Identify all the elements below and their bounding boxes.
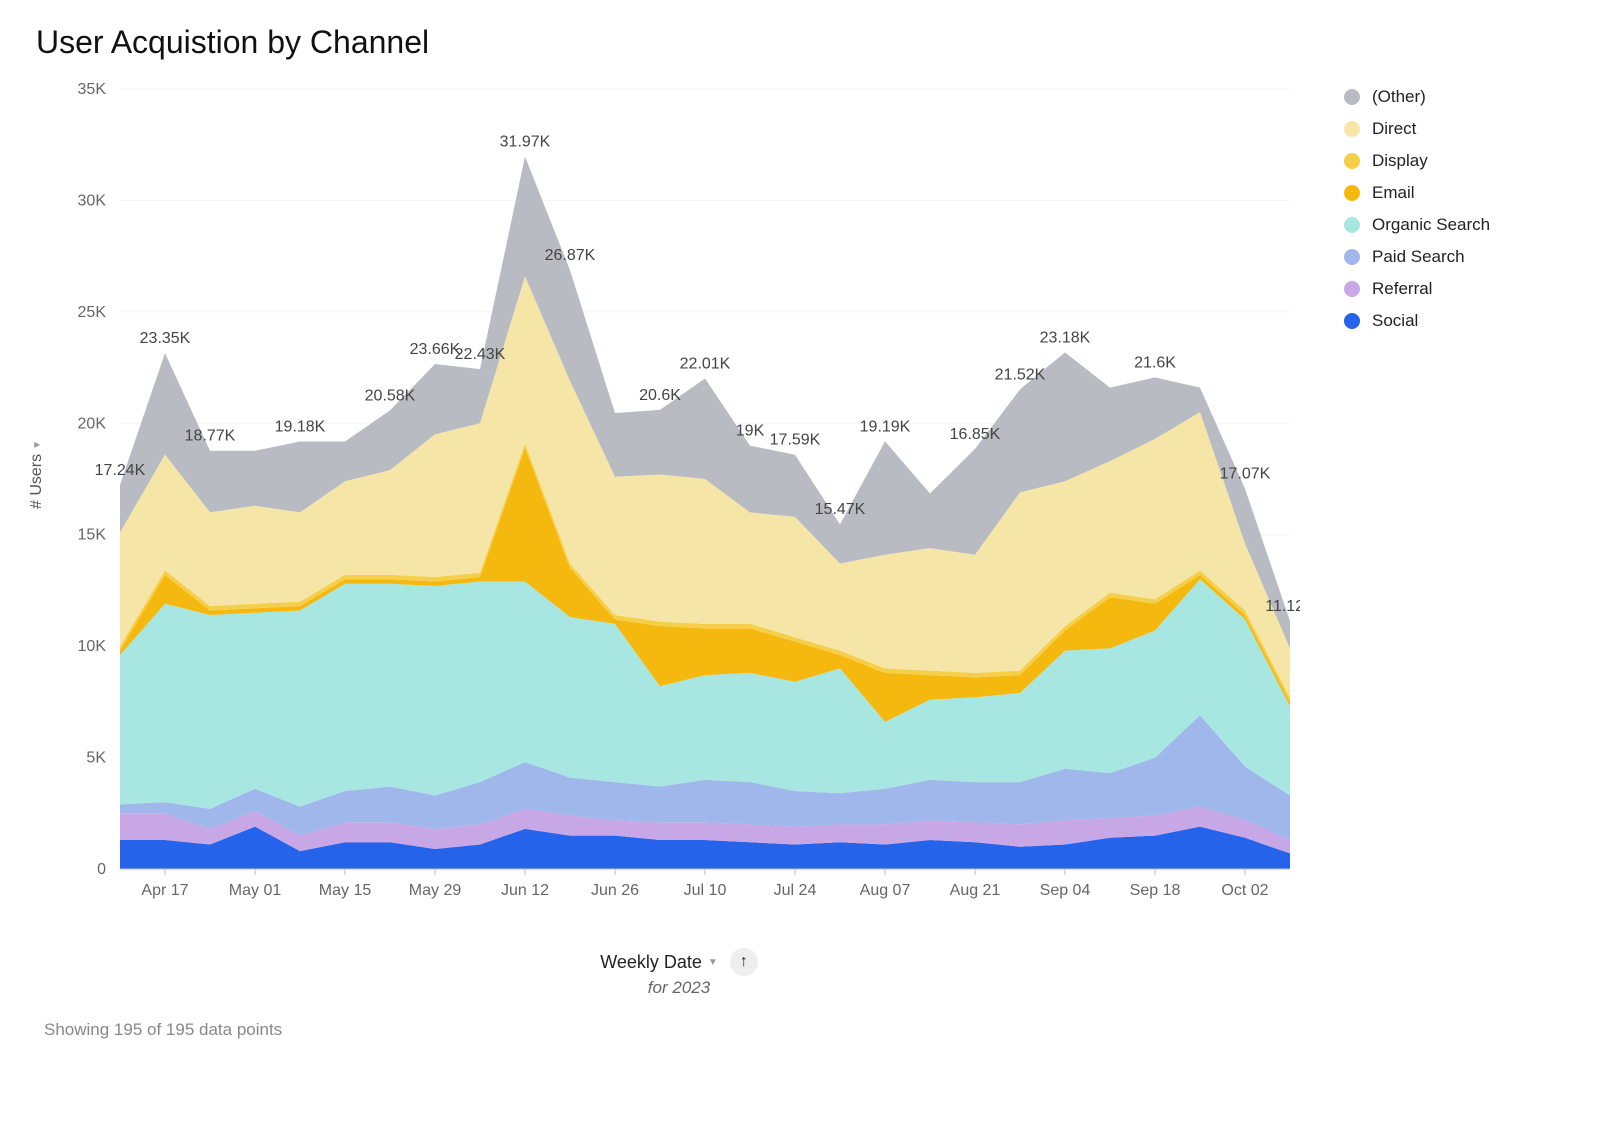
legend-color-dot: [1344, 249, 1360, 265]
svg-text:30K: 30K: [78, 192, 107, 209]
svg-text:Jul 10: Jul 10: [684, 882, 727, 899]
legend-item[interactable]: (Other): [1344, 87, 1554, 107]
legend-label: Display: [1372, 151, 1428, 171]
legend-label: Referral: [1372, 279, 1432, 299]
page-root: User Acquistion by Channel # Users ▼ 0 5K…: [0, 0, 1600, 1130]
legend-color-dot: [1344, 121, 1360, 137]
y-axis-label-text: # Users: [28, 454, 46, 509]
x-axis-label[interactable]: Weekly Date ▼ ↑: [600, 948, 758, 976]
svg-text:Jun 26: Jun 26: [591, 882, 639, 899]
svg-text:Apr 17: Apr 17: [141, 882, 188, 899]
y-axis-label[interactable]: # Users ▼: [28, 440, 46, 509]
data-label: 16.85K: [950, 426, 1001, 443]
svg-text:35K: 35K: [78, 81, 107, 98]
legend-label: Paid Search: [1372, 247, 1465, 267]
sort-button[interactable]: ↑: [730, 948, 758, 976]
data-label: 20.6K: [639, 387, 681, 404]
data-label: 17.24K: [95, 462, 146, 479]
svg-text:May 29: May 29: [409, 882, 462, 899]
legend-item[interactable]: Display: [1344, 151, 1554, 171]
data-label: 15.47K: [815, 501, 866, 518]
legend-label: Social: [1372, 311, 1418, 331]
svg-text:15K: 15K: [78, 527, 107, 544]
legend-item[interactable]: Referral: [1344, 279, 1554, 299]
data-label: 19.18K: [275, 419, 326, 436]
svg-text:May 01: May 01: [229, 882, 282, 899]
data-label: 22.01K: [680, 355, 731, 372]
svg-text:20K: 20K: [78, 415, 107, 432]
legend-color-dot: [1344, 281, 1360, 297]
data-label: 17.07K: [1220, 466, 1271, 483]
stacked-area-chart: 0 5K 10K 15K 20K 25K 30K 35K Apr 17 May 01 May 15 M…: [30, 79, 1300, 929]
svg-text:5K: 5K: [86, 750, 106, 767]
x-axis-caption: Weekly Date ▼ ↑ for 2023: [30, 948, 1328, 998]
svg-text:May 15: May 15: [319, 882, 372, 899]
svg-text:Jul 24: Jul 24: [774, 882, 817, 899]
legend-label: (Other): [1372, 87, 1426, 107]
data-label: 21.52K: [995, 366, 1046, 383]
svg-text:Oct 02: Oct 02: [1221, 882, 1268, 899]
data-label: 20.58K: [365, 387, 416, 404]
datapoints-footnote: Showing 195 of 195 data points: [44, 1020, 1328, 1040]
arrow-up-icon: ↑: [740, 953, 748, 971]
data-label: 26.87K: [545, 247, 596, 264]
x-axis-sublabel: for 2023: [30, 978, 1328, 998]
data-label: 23.35K: [140, 330, 191, 347]
svg-text:10K: 10K: [78, 638, 107, 655]
svg-text:Jun 12: Jun 12: [501, 882, 549, 899]
svg-text:25K: 25K: [78, 304, 107, 321]
legend-color-dot: [1344, 217, 1360, 233]
data-label: 19.19K: [860, 418, 911, 435]
data-label: 23.18K: [1040, 329, 1091, 346]
svg-text:Sep 18: Sep 18: [1130, 882, 1181, 899]
legend-label: Direct: [1372, 119, 1416, 139]
chart-left-panel: # Users ▼ 0 5K 10K 15K 20K 25K 30K 35K Apr 17 May…: [30, 79, 1328, 1040]
svg-text:Aug 21: Aug 21: [950, 882, 1001, 899]
data-label: 18.77K: [185, 428, 236, 445]
chart-title: User Acquistion by Channel: [36, 24, 1570, 61]
data-label: 22.43K: [455, 346, 506, 363]
data-label: 31.97K: [500, 134, 551, 151]
legend-label: Organic Search: [1372, 215, 1490, 235]
data-label: 19K: [736, 423, 765, 440]
chart-area: # Users ▼ 0 5K 10K 15K 20K 25K 30K 35K Apr 17 May…: [30, 79, 1570, 1040]
legend-item[interactable]: Email: [1344, 183, 1554, 203]
svg-text:Sep 04: Sep 04: [1040, 882, 1091, 899]
data-label: 21.6K: [1134, 354, 1176, 371]
y-axis-dropdown-icon: ▼: [32, 440, 43, 450]
legend-label: Email: [1372, 183, 1415, 203]
legend-color-dot: [1344, 153, 1360, 169]
legend-color-dot: [1344, 89, 1360, 105]
legend-item[interactable]: Social: [1344, 311, 1554, 331]
data-label: 23.66K: [410, 341, 461, 358]
legend-item[interactable]: Direct: [1344, 119, 1554, 139]
legend-item[interactable]: Organic Search: [1344, 215, 1554, 235]
legend: (Other) Direct Display Email Organic Search P…: [1328, 87, 1570, 343]
legend-item[interactable]: Paid Search: [1344, 247, 1554, 267]
svg-text:Aug 07: Aug 07: [860, 882, 911, 899]
x-axis-dropdown-icon: ▼: [708, 957, 718, 968]
data-label: 11.12K: [1265, 598, 1300, 615]
data-label: 17.59K: [770, 432, 821, 449]
legend-color-dot: [1344, 313, 1360, 329]
x-axis-label-text: Weekly Date: [600, 952, 702, 973]
legend-color-dot: [1344, 185, 1360, 201]
svg-text:0: 0: [97, 861, 106, 878]
